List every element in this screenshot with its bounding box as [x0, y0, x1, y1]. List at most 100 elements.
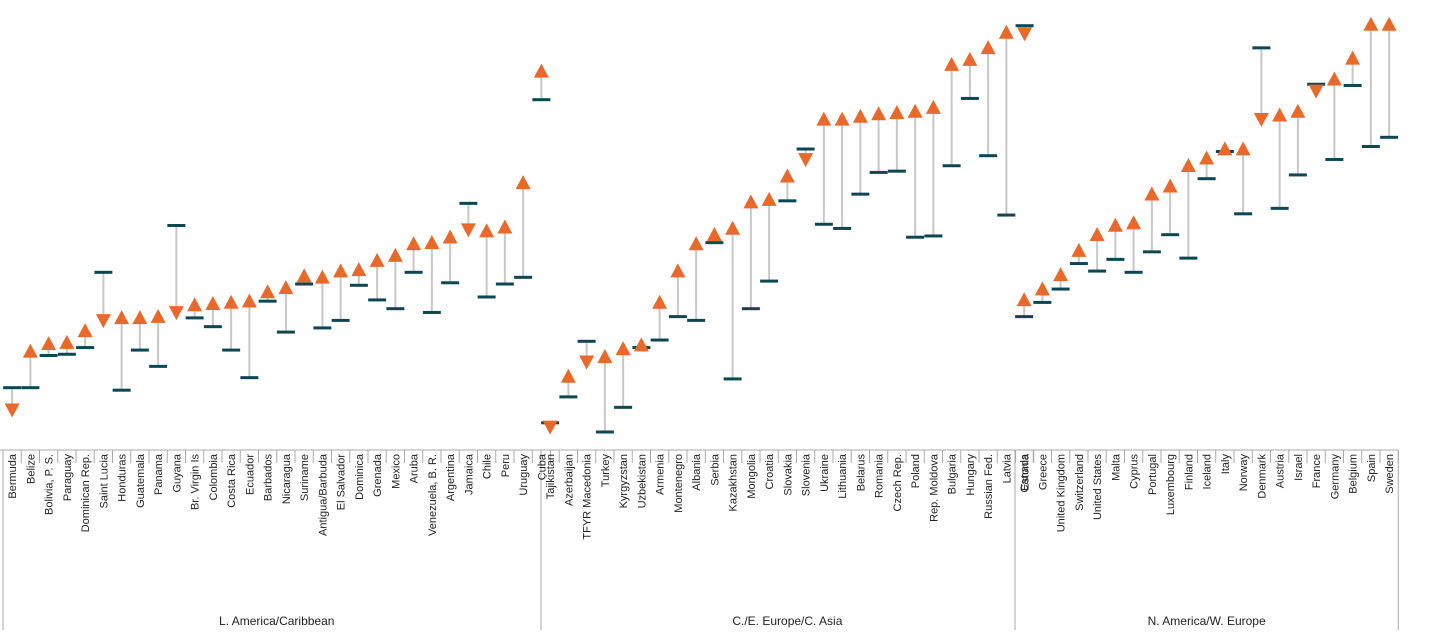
start-marker — [39, 354, 58, 358]
end-marker-down — [4, 403, 20, 418]
axis-layer — [0, 449, 1399, 630]
end-marker-up — [1235, 141, 1251, 156]
end-marker-up — [615, 341, 631, 356]
start-marker — [203, 325, 222, 329]
end-marker-up — [41, 336, 57, 351]
start-marker — [112, 388, 131, 392]
end-marker-up — [1199, 150, 1215, 165]
x-tick-label: Rep. Moldova — [928, 453, 940, 522]
x-tick-label: Cuba — [536, 453, 548, 480]
x-tick-label: Croatia — [764, 453, 776, 489]
end-marker-up — [369, 252, 385, 267]
x-tick-label: Panama — [153, 453, 165, 495]
end-marker-up — [314, 269, 330, 284]
end-marker-up — [296, 268, 312, 283]
end-marker-up — [852, 108, 868, 123]
start-marker — [149, 364, 168, 368]
x-tick-label: Ecuador — [244, 454, 256, 495]
end-marker-up — [980, 40, 996, 55]
start-marker — [295, 282, 314, 286]
start-marker — [1307, 82, 1326, 86]
end-marker-up — [743, 194, 759, 209]
end-marker-up — [424, 234, 440, 249]
start-marker — [723, 377, 742, 381]
x-tick-label: Norway — [1238, 454, 1250, 492]
start-marker — [1361, 145, 1380, 149]
group-label: C./E. Europe/C. Asia — [732, 614, 842, 628]
x-tick-label: Bolivia, P. S. — [44, 454, 56, 515]
start-marker — [57, 352, 76, 356]
x-tick-label: Sweden — [1384, 454, 1396, 494]
end-marker-up — [187, 297, 203, 312]
start-marker — [368, 298, 387, 302]
start-marker — [1124, 270, 1143, 274]
x-tick-label: Greece — [1037, 454, 1049, 490]
start-marker — [760, 279, 779, 283]
x-tick-label: Switzerland — [1074, 454, 1086, 511]
start-marker — [3, 386, 22, 390]
end-marker-up — [761, 191, 777, 206]
x-tick-label: Kazakhstan — [728, 454, 740, 511]
x-tick-label: Latvia — [1001, 453, 1013, 483]
end-marker-up — [533, 63, 549, 78]
start-marker — [687, 318, 706, 322]
start-marker — [185, 316, 204, 320]
end-marker-up — [278, 280, 294, 295]
end-marker-up — [205, 295, 221, 310]
start-marker — [222, 348, 241, 352]
x-tick-label: Mongolia — [746, 453, 758, 499]
end-marker-up — [1217, 141, 1233, 156]
start-marker — [924, 234, 943, 238]
x-tick-label: Portugal — [1147, 454, 1159, 495]
start-marker — [1288, 173, 1307, 177]
end-marker-up — [497, 219, 513, 234]
end-marker-up — [1126, 215, 1142, 230]
x-tick-label: Canada — [1019, 453, 1031, 492]
x-tick-label: Germany — [1329, 454, 1341, 500]
end-marker-up — [816, 111, 832, 126]
start-marker — [240, 376, 259, 380]
x-tick-label: United Kingdom — [1056, 454, 1068, 532]
end-marker-up — [442, 229, 458, 244]
start-marker — [313, 326, 332, 330]
group-label: L. America/Caribbean — [219, 614, 334, 628]
x-tick-label: Serbia — [709, 453, 721, 486]
start-marker — [869, 170, 888, 174]
x-tick-label: Dominican Rep. — [80, 454, 92, 532]
x-tick-label: Belgium — [1348, 454, 1360, 494]
start-marker — [1197, 177, 1216, 181]
x-tick-label: Luxembourg — [1165, 454, 1177, 515]
start-marker — [514, 275, 533, 279]
x-tick-label: Suriname — [299, 454, 311, 501]
start-marker — [1106, 257, 1125, 261]
start-marker — [906, 235, 925, 239]
end-marker-up — [1180, 158, 1196, 173]
start-marker — [1179, 256, 1198, 260]
end-marker-up — [22, 343, 38, 358]
end-marker-up — [670, 263, 686, 278]
start-marker — [960, 96, 979, 100]
end-marker-up — [1363, 16, 1379, 31]
start-marker — [94, 270, 113, 274]
end-marker-down — [95, 314, 111, 329]
start-marker — [386, 307, 405, 311]
end-marker-down — [1017, 27, 1033, 42]
end-marker-up — [725, 220, 741, 235]
x-tick-label: United States — [1092, 454, 1104, 521]
start-marker — [851, 192, 870, 196]
start-marker — [833, 226, 852, 230]
end-marker-up — [871, 106, 887, 121]
end-marker-up — [1162, 178, 1178, 193]
x-tick-label: Belarus — [855, 454, 867, 492]
x-tick-label: Venezuela, B. R. — [427, 454, 439, 536]
start-marker — [276, 330, 295, 334]
x-tick-label: Russian Fed. — [983, 454, 995, 519]
x-tick-label: Aruba — [409, 453, 421, 483]
end-marker-up — [132, 310, 148, 325]
start-marker — [532, 98, 551, 102]
start-marker — [705, 241, 724, 245]
x-tick-label: Nicaragua — [281, 453, 293, 504]
x-tick-label: Slovakia — [782, 453, 794, 495]
x-tick-label: Turkey — [600, 454, 612, 488]
x-tick-label: Saint Lucia — [98, 453, 110, 508]
